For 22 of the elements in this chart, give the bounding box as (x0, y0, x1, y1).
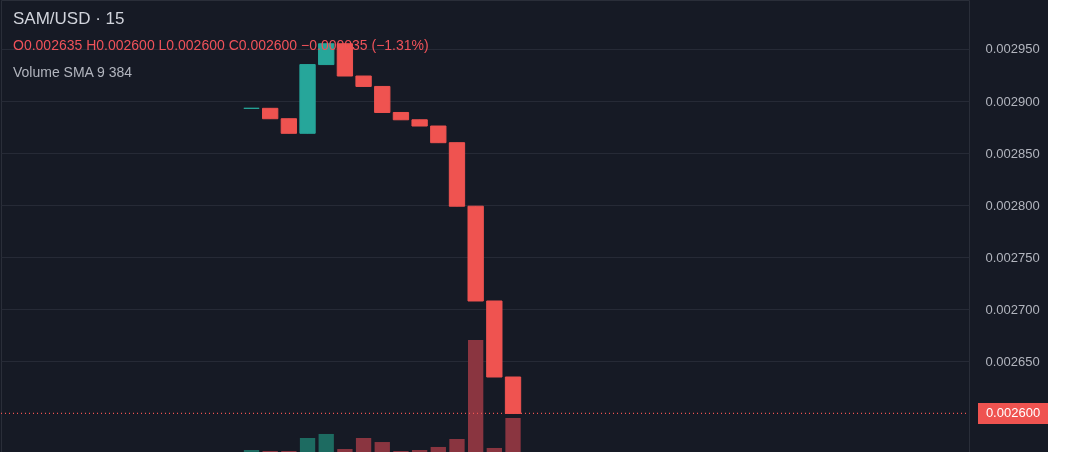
y-tick-label: 0.002700 (985, 301, 1040, 317)
bar (505, 417, 521, 452)
ref-line-label: 0.002600 (985, 405, 1041, 421)
bar (449, 439, 465, 452)
y-tick-label: 0.002900 (985, 93, 1040, 109)
bar (299, 438, 316, 452)
bar (486, 447, 502, 452)
text: SAM/USD · 15 (13, 9, 125, 28)
bar (430, 446, 446, 452)
bar (468, 340, 484, 452)
y-tick-label: 0.002850 (985, 145, 1040, 161)
bar (337, 448, 353, 452)
bar (318, 433, 334, 452)
bar (243, 449, 260, 452)
bar (374, 442, 390, 452)
annotation: Volume SMA 9 384 (13, 64, 133, 80)
y-tick-label: 0.002650 (985, 353, 1040, 369)
bar (411, 449, 428, 452)
y-tick-label: 0.002750 (985, 249, 1040, 265)
y-tick-label: 0.002800 (985, 197, 1040, 213)
y-tick-label: 0.002950 (985, 41, 1040, 57)
bar (355, 438, 372, 452)
